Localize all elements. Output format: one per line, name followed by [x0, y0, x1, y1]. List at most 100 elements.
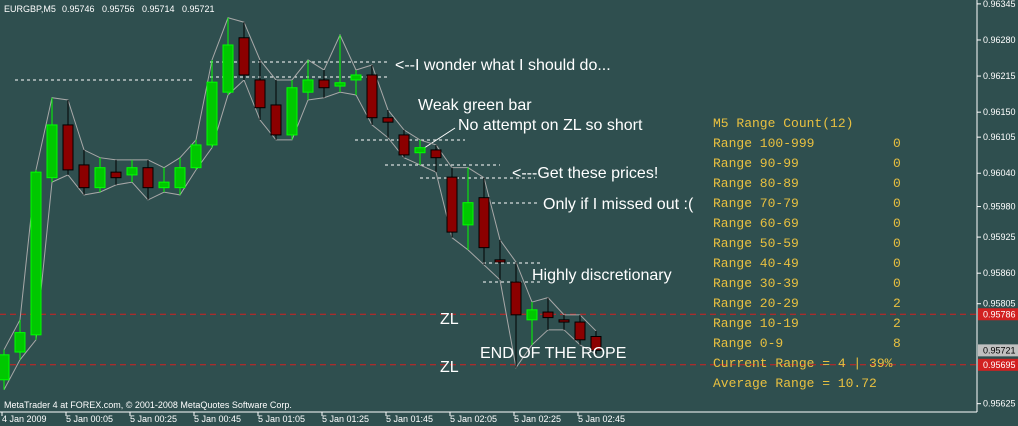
panel-row-label: Range 80-89	[713, 176, 799, 191]
candle-body	[494, 259, 506, 263]
candle-body	[334, 82, 346, 87]
candle-body	[382, 117, 394, 123]
candle-body	[174, 167, 186, 189]
panel-row-count: 0	[893, 156, 901, 171]
candle-body	[398, 134, 410, 156]
candle-body	[78, 164, 90, 189]
candle-body	[270, 104, 282, 136]
panel-row-label: Range 100-999	[713, 136, 814, 151]
y-tick-label: 0.96150	[983, 107, 1016, 117]
candle-body	[238, 37, 250, 76]
panel-row-count: 2	[893, 296, 901, 311]
envelope-low	[3, 79, 597, 391]
candle-body	[142, 167, 154, 189]
y-tick-label: 0.96215	[983, 71, 1016, 81]
current-price-label: 0.95721	[983, 345, 1016, 355]
candle-body	[526, 309, 538, 321]
level-box	[978, 358, 1018, 371]
panel-row-count: 0	[893, 276, 901, 291]
x-tick-label: 5 Jan 00:05	[66, 414, 113, 424]
panel-row-count: 0	[893, 256, 901, 271]
x-tick-label: 5 Jan 02:45	[578, 414, 625, 424]
panel-row-label: Range 10-19	[713, 316, 799, 331]
candle-body	[94, 167, 106, 189]
candle-body	[366, 74, 378, 119]
candle-body	[462, 202, 474, 226]
annotation: No attempt on ZL so short	[458, 117, 643, 134]
x-tick-label: 5 Jan 02:05	[450, 414, 497, 424]
annotation: Only if I missed out :(	[543, 196, 694, 213]
footer: MetaTrader 4 at FOREX.com, © 2001-2008 M…	[4, 400, 292, 410]
y-tick-label: 0.96345	[983, 0, 1016, 9]
level-box	[978, 308, 1018, 321]
header-open: 0.95746	[62, 4, 95, 14]
candle-body	[286, 87, 298, 136]
candle-body	[318, 79, 330, 89]
x-tick-label: 5 Jan 01:25	[322, 414, 369, 424]
header-high: 0.95756	[102, 4, 135, 14]
level-label: 0.95786	[983, 309, 1016, 319]
panel-current: Current Range = 4 | 39%	[713, 356, 893, 371]
candle-body	[46, 124, 58, 179]
y-tick-label: 0.95805	[983, 299, 1016, 309]
annotation: <--I wonder what I should do...	[395, 57, 611, 74]
annotation: ZL	[440, 359, 459, 376]
y-tick-label: 0.96105	[983, 132, 1016, 142]
candle-body	[158, 181, 170, 189]
panel-row-count: 0	[893, 136, 901, 151]
x-tick-label: 5 Jan 01:45	[386, 414, 433, 424]
annotation: Weak green bar	[418, 97, 532, 114]
header-close: 0.95721	[182, 4, 215, 14]
chart-title: EURGBP,M5	[4, 4, 56, 14]
y-tick-label: 0.96280	[983, 35, 1016, 45]
panel-row-label: Range 70-79	[713, 196, 799, 211]
candle-body	[446, 176, 458, 233]
panel-row-label: Range 0-9	[713, 336, 783, 351]
panel-row-count: 8	[893, 336, 901, 351]
panel-row-count: 0	[893, 216, 901, 231]
annotation: Highly discretionary	[532, 267, 672, 284]
x-tick-label: 4 Jan 2009	[2, 414, 47, 424]
panel-row-label: Range 90-99	[713, 156, 799, 171]
panel-row-count: 0	[893, 236, 901, 251]
candle-body	[0, 354, 10, 381]
y-tick-label: 0.95980	[983, 202, 1016, 212]
current-price-box	[978, 344, 1018, 357]
x-tick-label: 5 Jan 00:25	[130, 414, 177, 424]
candle-body	[590, 335, 602, 351]
panel-row-label: Range 30-39	[713, 276, 799, 291]
y-tick-label: 0.95925	[983, 232, 1016, 242]
candle-body	[30, 171, 42, 336]
x-tick-label: 5 Jan 00:45	[194, 414, 241, 424]
candle-body	[542, 311, 554, 319]
panel-row-label: Range 60-69	[713, 216, 799, 231]
candle-body	[110, 171, 122, 179]
header-low: 0.95714	[142, 4, 175, 14]
candle-body	[14, 332, 26, 353]
panel-title: M5 Range Count(12)	[713, 116, 853, 131]
candle-body	[302, 79, 314, 93]
candle-body	[574, 321, 586, 341]
y-tick-label: 0.95860	[983, 268, 1016, 278]
annotation: END OF THE ROPE	[480, 345, 626, 362]
panel-row-label: Range 40-49	[713, 256, 799, 271]
candle-body	[558, 319, 570, 323]
panel-average: Average Range = 10.72	[713, 376, 877, 391]
candle-body	[222, 44, 234, 93]
envelope-high	[3, 17, 597, 351]
level-label: 0.95695	[983, 360, 1016, 370]
annotation: <---Get these prices!	[512, 165, 658, 182]
candle-body	[254, 79, 266, 109]
panel-row-count: 0	[893, 196, 901, 211]
candle-body	[62, 124, 74, 171]
candle-body	[206, 81, 218, 146]
panel-row-count: 2	[893, 316, 901, 331]
candle-body	[350, 74, 362, 81]
x-tick-label: 5 Jan 02:25	[514, 414, 561, 424]
candle-body	[190, 144, 202, 169]
candle-body	[414, 147, 426, 154]
annotation: ZL	[440, 311, 459, 328]
panel-row-label: Range 20-29	[713, 296, 799, 311]
panel-row-count: 0	[893, 176, 901, 191]
